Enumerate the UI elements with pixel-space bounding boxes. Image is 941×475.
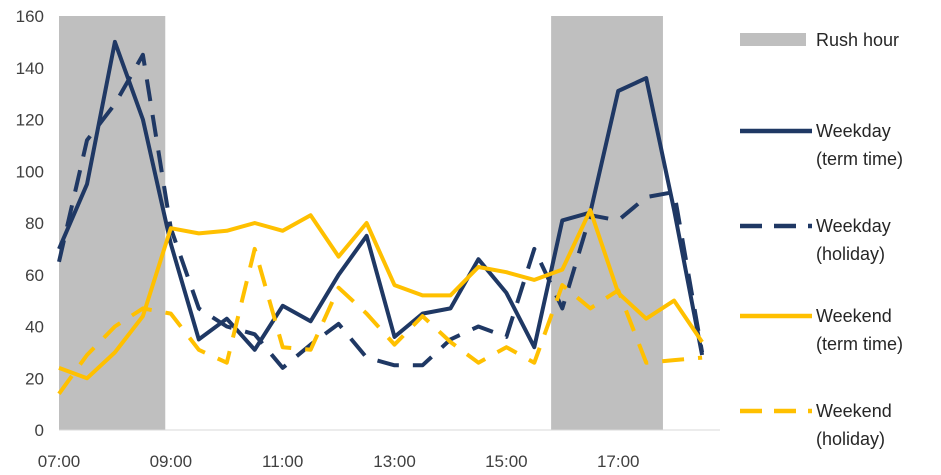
legend: Rush hour Weekday (term time) Weekday (hol… — [740, 30, 903, 449]
y-tick-label: 160 — [16, 7, 44, 26]
y-tick-label: 60 — [25, 266, 44, 285]
legend-label-weekend-term-time: Weekend (term time) — [816, 306, 903, 354]
series-line-weekend-holiday — [57, 246, 703, 395]
x-tick-label: 09:00 — [150, 452, 193, 471]
series-line-weekend-term-time — [58, 208, 704, 381]
series-line-weekday-term-time — [57, 39, 705, 356]
legend-swatch-rush-hour — [740, 33, 806, 46]
legend-label-rush-hour: Rush hour — [816, 30, 899, 50]
y-tick-label: 140 — [16, 59, 44, 78]
rush-hour-shading — [59, 16, 663, 430]
series-line-weekday-holiday — [57, 52, 705, 370]
legend-label-weekday-term-time: Weekday (term time) — [816, 121, 903, 169]
y-tick-label: 0 — [35, 421, 44, 440]
y-tick-label: 100 — [16, 162, 44, 181]
x-tick-label: 11:00 — [262, 452, 303, 471]
x-tick-label: 13:00 — [373, 452, 416, 471]
y-tick-label: 120 — [16, 111, 44, 130]
legend-series: Weekday (term time) Weekday (holiday) Weeke… — [740, 121, 903, 449]
legend-label-weekend-holiday: Weekend (holiday) — [816, 401, 892, 449]
rush-hour-band-1 — [59, 16, 166, 430]
x-tick-label: 17:00 — [597, 452, 640, 471]
y-tick-label: 40 — [25, 318, 44, 337]
y-tick-label: 80 — [25, 214, 44, 233]
y-axis: 0 20 40 60 80 100 120 140 160 — [16, 7, 44, 440]
x-tick-label: 15:00 — [485, 452, 528, 471]
series-lines — [57, 39, 705, 395]
y-tick-label: 20 — [25, 369, 44, 388]
x-tick-label: 07:00 — [38, 452, 81, 471]
legend-label-weekday-holiday: Weekday (holiday) — [816, 216, 891, 264]
x-axis: 07:00 09:00 11:00 13:00 15:00 17:00 — [38, 452, 640, 471]
